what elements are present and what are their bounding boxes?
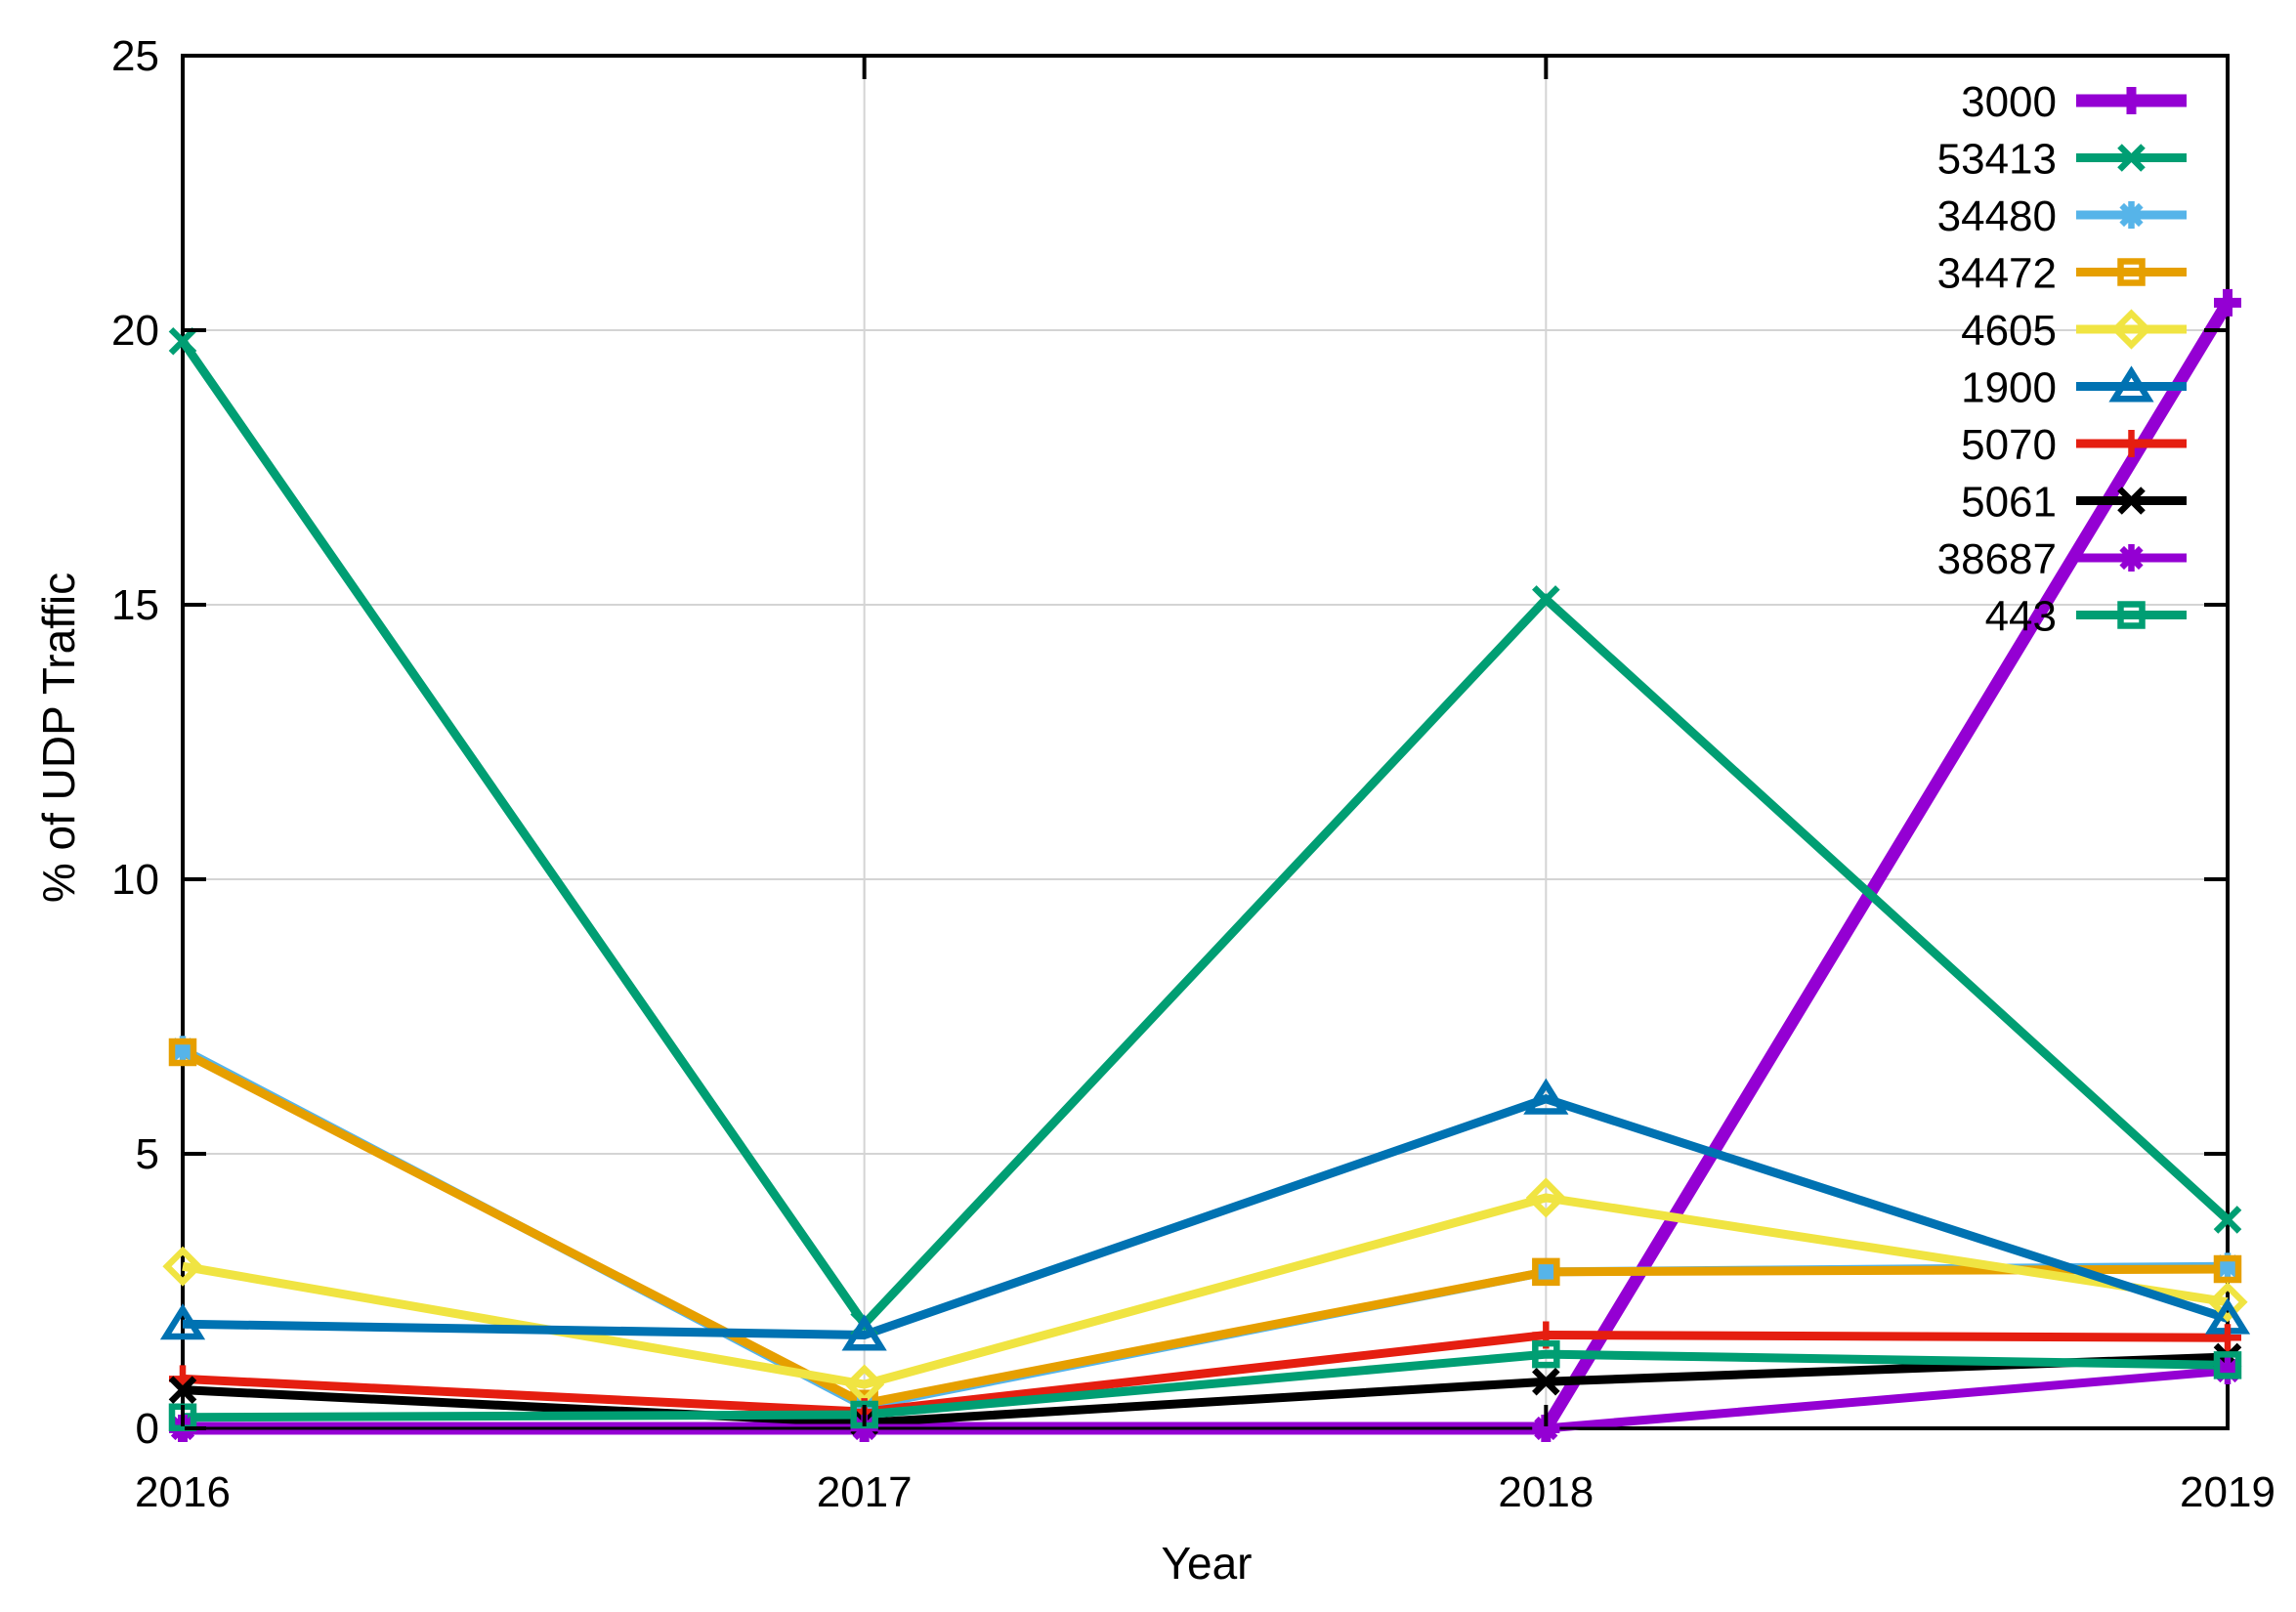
point-34480-2018	[1532, 1257, 1560, 1286]
y-tick-label: 0	[136, 1405, 159, 1453]
y-axis-title: % of UDP Traffic	[33, 572, 84, 904]
point-38687-2019	[2214, 1356, 2241, 1384]
point-53413-2019	[2213, 1206, 2242, 1234]
legend-label-443: 443	[1985, 593, 2057, 641]
point-3000-2019	[2214, 288, 2241, 317]
x-tick-label: 2019	[2180, 1468, 2275, 1516]
legend-label-5061: 5061	[1961, 479, 2057, 527]
point-38687-2018	[1532, 1415, 1560, 1442]
legend-label-34472: 34472	[1937, 250, 2057, 298]
point-53413-2016	[168, 326, 197, 356]
series-line-5061	[182, 1352, 2229, 1427]
point-4605-2018	[1525, 1177, 1566, 1218]
legend-marker-443	[2117, 601, 2146, 629]
legend-marker-34480	[2117, 201, 2146, 229]
x-axis-title: Year	[1161, 1538, 1253, 1589]
y-tick-label: 5	[136, 1130, 159, 1178]
point-5061-2016	[168, 1376, 197, 1404]
point-443-2017	[850, 1400, 878, 1429]
y-tick-label: 25	[111, 32, 159, 80]
legend-label-3000: 3000	[1961, 78, 2057, 126]
series-line-34472	[180, 1048, 2229, 1409]
series-line-5070	[182, 1330, 2229, 1417]
legend-marker-5061	[2117, 487, 2146, 515]
point-5061-2018	[1532, 1367, 1560, 1396]
legend-marker-53413	[2117, 144, 2146, 172]
y-tick-label: 15	[111, 581, 159, 629]
legend-marker-34472	[2117, 258, 2146, 286]
legend-marker-3000	[2117, 87, 2146, 114]
point-53413-2018	[1532, 585, 1560, 614]
x-tick-label: 2017	[817, 1468, 913, 1516]
y-tick-label: 10	[111, 856, 159, 904]
point-443-2018	[1532, 1339, 1560, 1369]
legend-label-38687: 38687	[1937, 535, 2057, 583]
point-1900-2017	[841, 1314, 887, 1351]
legend-marker-38687	[2117, 544, 2146, 572]
point-5070-2019	[2214, 1324, 2241, 1352]
series-line-34480	[180, 1045, 2229, 1412]
x-tick-label: 2018	[1498, 1468, 1594, 1516]
legend-marker-4605	[2110, 309, 2152, 350]
legend-label-53413: 53413	[1937, 136, 2057, 184]
point-34472-2018	[1532, 1257, 1560, 1287]
legend-marker-5070	[2117, 430, 2146, 457]
point-1900-2016	[159, 1303, 206, 1340]
legend-marker-1900	[2108, 365, 2154, 403]
series-line-53413	[179, 338, 2232, 1332]
legend-label-5070: 5070	[1961, 421, 2057, 469]
series-line-443	[182, 1349, 2229, 1422]
legend-label-34480: 34480	[1937, 192, 2057, 240]
point-4605-2016	[162, 1246, 203, 1287]
point-34480-2016	[169, 1036, 196, 1064]
series-line-1900	[182, 1094, 2230, 1339]
point-4605-2019	[2207, 1282, 2248, 1323]
legend-label-4605: 4605	[1961, 307, 2057, 355]
point-34480-2019	[2214, 1252, 2241, 1281]
x-tick-label: 2016	[135, 1468, 231, 1516]
legend-label-1900: 1900	[1961, 364, 2057, 412]
point-34472-2019	[2213, 1254, 2242, 1284]
y-tick-label: 20	[111, 307, 159, 355]
point-1900-2018	[1523, 1078, 1569, 1115]
point-443-2019	[2213, 1351, 2242, 1379]
point-34472-2016	[168, 1038, 197, 1067]
